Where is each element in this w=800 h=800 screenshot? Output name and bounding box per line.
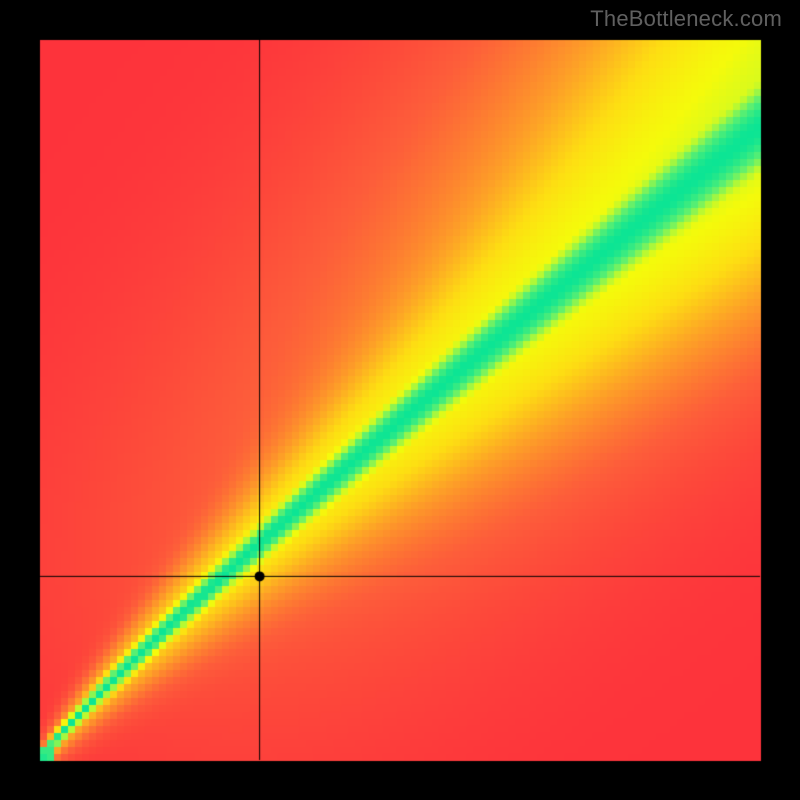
chart-container: TheBottleneck.com bbox=[0, 0, 800, 800]
watermark-text: TheBottleneck.com bbox=[590, 6, 782, 32]
bottleneck-heatmap-canvas bbox=[0, 0, 800, 800]
